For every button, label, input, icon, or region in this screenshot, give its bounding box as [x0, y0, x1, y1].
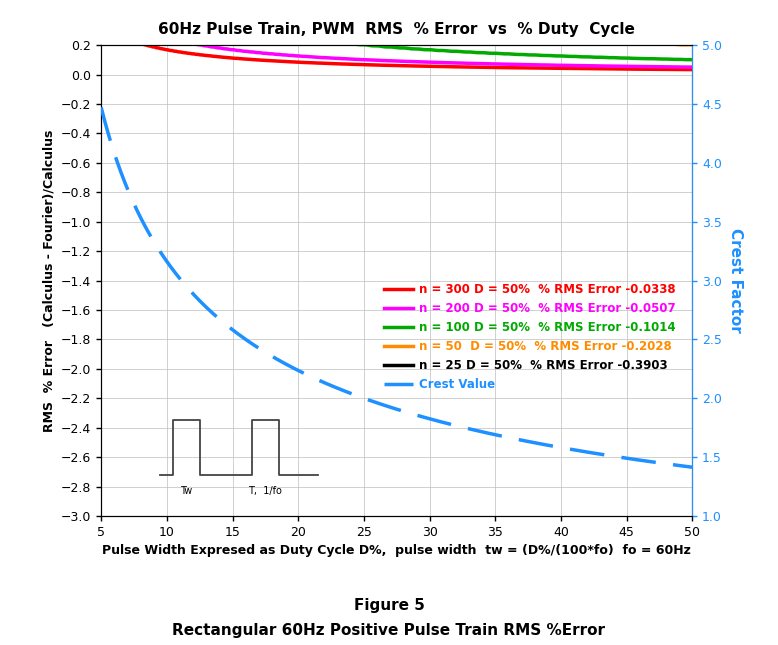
Title: 60Hz Pulse Train, PWM  RMS  % Error  vs  % Duty  Cycle: 60Hz Pulse Train, PWM RMS % Error vs % D… [159, 22, 635, 37]
Text: Rectangular 60Hz Positive Pulse Train RMS %Error: Rectangular 60Hz Positive Pulse Train RM… [173, 623, 605, 639]
Legend: n = 300 D = 50%  % RMS Error -0.0338, n = 200 D = 50%  % RMS Error -0.0507, n = : n = 300 D = 50% % RMS Error -0.0338, n =… [379, 279, 681, 395]
Text: Figure 5: Figure 5 [353, 597, 425, 613]
Text: T,  1/fo: T, 1/fo [248, 486, 282, 496]
X-axis label: Pulse Width Expresed as Duty Cycle D%,  pulse width  tw = (D%/(100*fo)  fo = 60H: Pulse Width Expresed as Duty Cycle D%, p… [103, 544, 691, 557]
Y-axis label: Crest Factor: Crest Factor [728, 228, 743, 333]
Y-axis label: RMS  % Error   (Calculus - Fourier)/Calculus: RMS % Error (Calculus - Fourier)/Calculu… [42, 130, 55, 432]
Text: Tw: Tw [180, 486, 193, 496]
